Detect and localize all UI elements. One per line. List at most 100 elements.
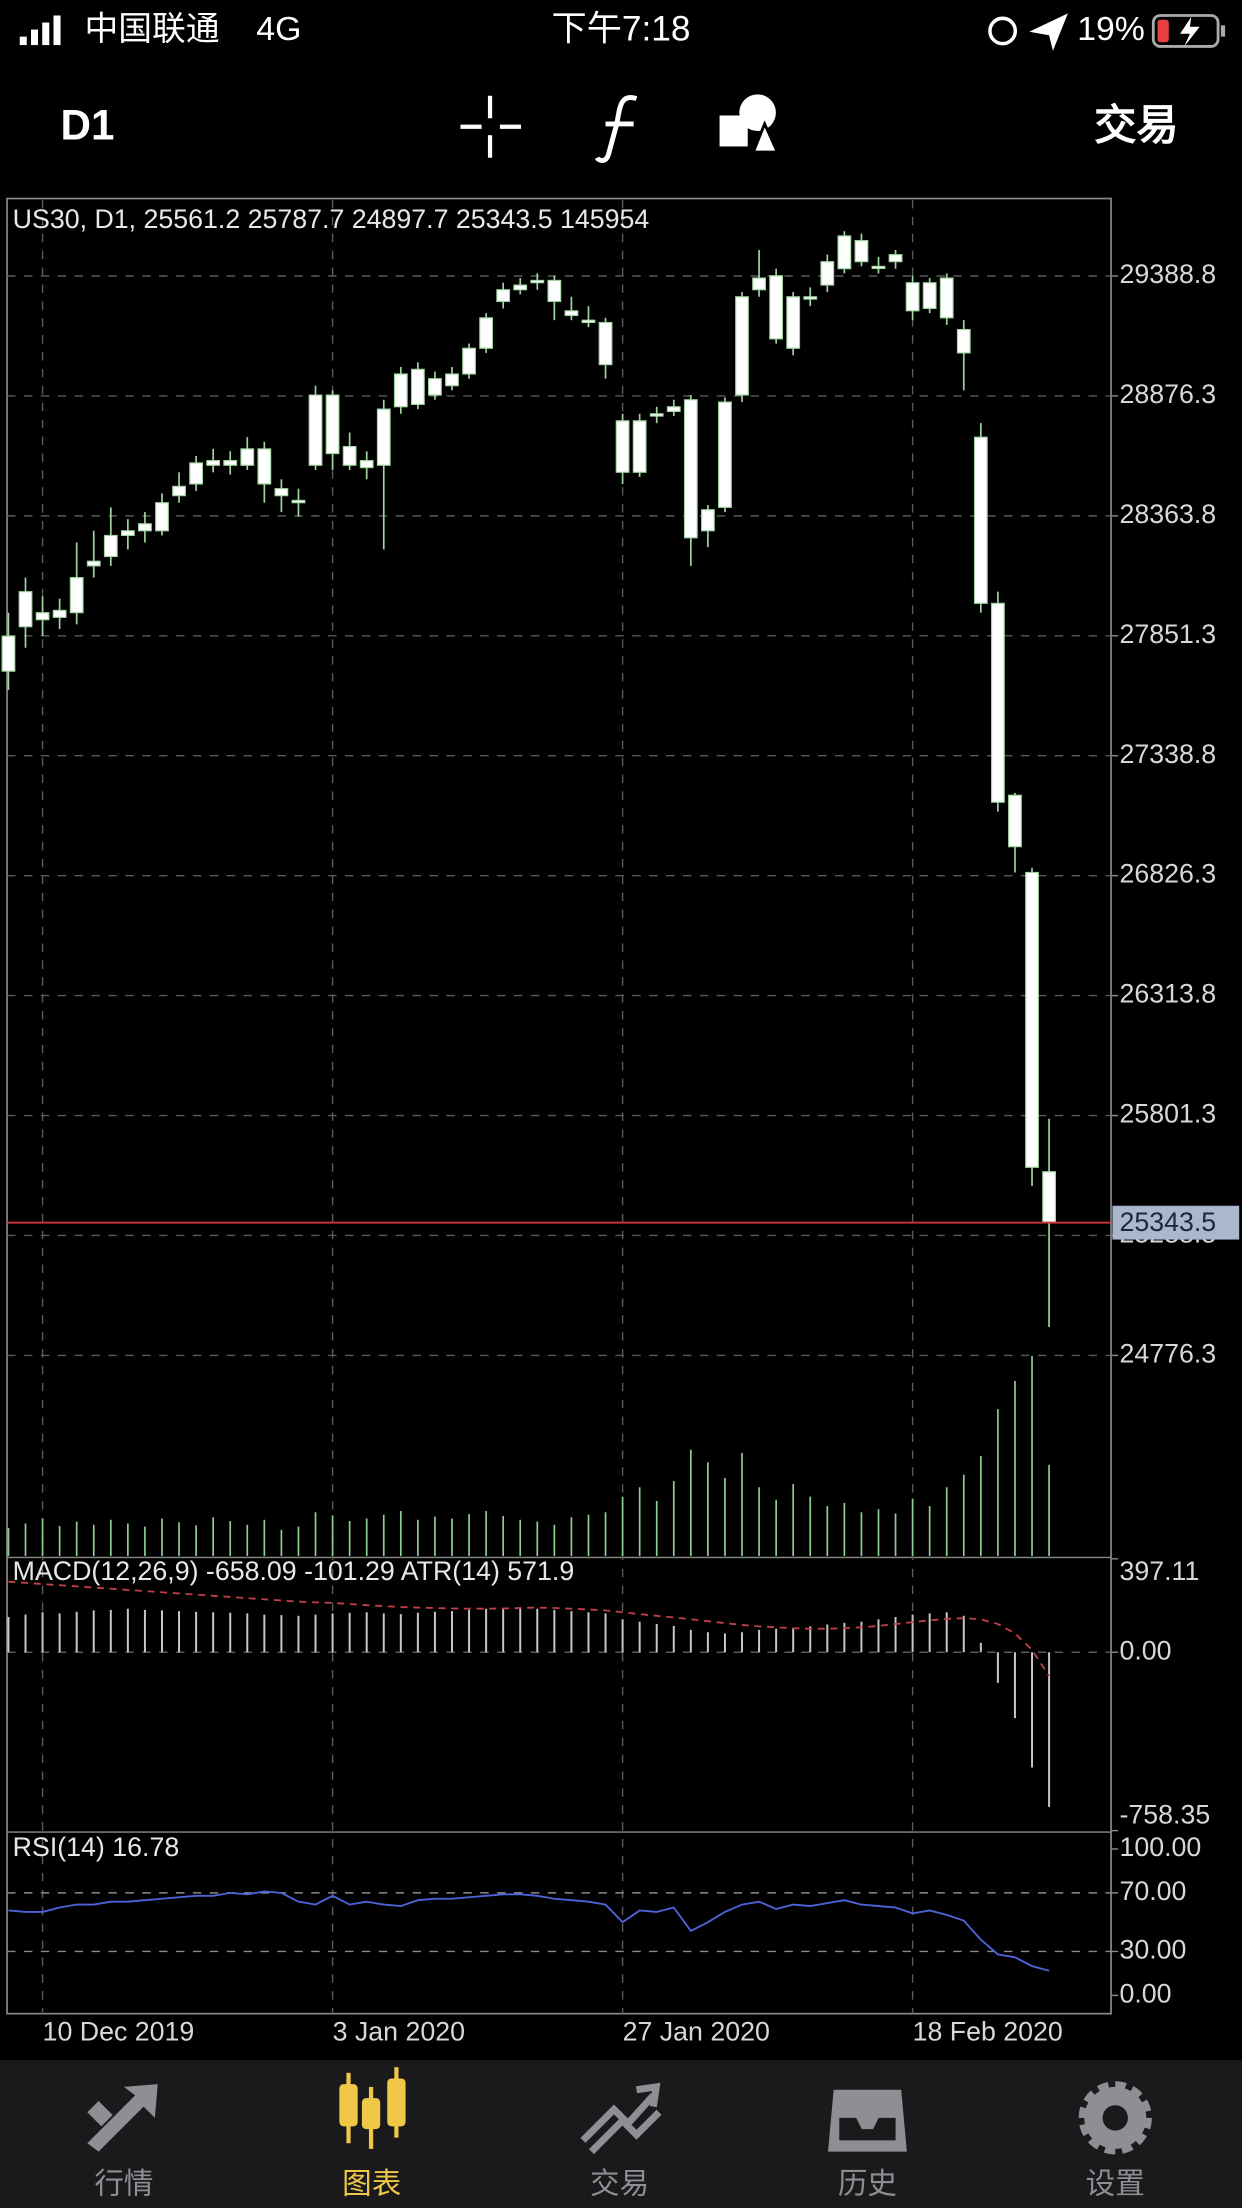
tab-bar <box>0 2060 1242 2208</box>
objects-icon[interactable] <box>719 94 780 154</box>
y-tick-label: 26826.3 <box>1119 859 1216 889</box>
candle-body <box>69 577 84 614</box>
candle-body <box>376 408 391 466</box>
history-icon[interactable] <box>828 2089 907 2152</box>
candle-body <box>922 282 937 310</box>
y-tick-label: 70.00 <box>1119 1876 1186 1906</box>
clock: 下午7:18 <box>552 9 691 48</box>
y-tick-label: 27338.8 <box>1119 739 1216 769</box>
candle-body <box>274 488 289 497</box>
tab-label[interactable]: 历史 <box>838 2167 897 2200</box>
candle-body <box>155 502 169 532</box>
candle-body <box>854 240 869 263</box>
y-tick-label: 25801.3 <box>1119 1099 1216 1129</box>
tab-label[interactable]: 设置 <box>1086 2167 1145 2200</box>
candle-body <box>18 591 33 628</box>
y-tick-label: 30.00 <box>1119 1935 1186 1965</box>
candle-body <box>172 485 186 497</box>
y-tick-label: 100.00 <box>1119 1832 1201 1862</box>
x-tick-label: 27 Jan 2020 <box>623 2016 770 2046</box>
chart-frame <box>6 197 1112 2015</box>
candle-body <box>223 460 238 466</box>
candle-body <box>905 282 920 312</box>
y-tick-label: 0.00 <box>1119 1978 1171 2008</box>
status-icons <box>988 13 1068 51</box>
battery-icon <box>1151 14 1226 48</box>
chart-header: US30, D1, 25561.2 25787.7 24897.7 25343.… <box>13 204 650 234</box>
candle-body <box>735 296 749 396</box>
candle-body <box>956 328 971 354</box>
candle-body <box>291 499 306 504</box>
macd-header: MACD(12,26,9) -658.09 -101.29 ATR(14) 57… <box>13 1556 575 1586</box>
candle-body <box>257 448 272 485</box>
candle-body <box>86 560 101 567</box>
y-tick-label: 26313.8 <box>1119 979 1216 1009</box>
candle-body <box>598 321 613 366</box>
quotes-icon[interactable] <box>87 2084 158 2152</box>
tab-labels: 行情 图表 交易 历史 设置 <box>94 2167 1144 2200</box>
candle-body <box>513 284 528 291</box>
y-tick-label: 0.00 <box>1119 1635 1171 1665</box>
candle-body <box>496 289 511 303</box>
candle-body <box>462 347 476 375</box>
candle-body <box>769 275 784 340</box>
chart-icon[interactable] <box>339 2067 406 2149</box>
candle-body <box>1042 1171 1056 1224</box>
y-tick-label: 29388.8 <box>1119 259 1216 289</box>
candle-body <box>359 460 374 469</box>
candle-body <box>393 373 408 408</box>
trade-button[interactable]: 交易 <box>1094 101 1178 148</box>
candle-body <box>581 319 596 324</box>
candle-body <box>615 420 630 473</box>
candle-body <box>649 413 664 417</box>
candle-body <box>35 612 50 621</box>
candle-body <box>138 523 152 532</box>
candle-body <box>718 401 732 508</box>
y-tick-label: -758.35 <box>1119 1800 1210 1830</box>
signal-icon <box>19 15 61 46</box>
chart-plot: 29388.8 28876.3 28363.8 27851.3 27338.8 26826… <box>1 199 1240 2046</box>
candle-body <box>120 530 135 537</box>
current-price-label: 25343.5 <box>1119 1207 1216 1237</box>
timeframe[interactable]: D1 <box>61 101 115 148</box>
candle-body <box>991 602 1005 803</box>
candle-body <box>666 406 681 413</box>
y-tick-label: 27851.3 <box>1119 619 1216 649</box>
settings-icon[interactable] <box>1078 2081 1152 2155</box>
candle-body <box>683 399 698 539</box>
candle-body <box>888 254 903 263</box>
carrier: 中国联通 <box>84 10 219 48</box>
y-tick-label: 24776.3 <box>1119 1338 1216 1368</box>
tab-label[interactable]: 图表 <box>342 2167 401 2200</box>
candle-body <box>103 534 118 558</box>
tab-label[interactable]: 行情 <box>94 2167 153 2200</box>
candle-body <box>206 460 221 466</box>
candle-body <box>240 448 255 466</box>
candle-body <box>939 277 954 319</box>
y-tick-label: 28363.8 <box>1119 499 1216 529</box>
candle-body <box>479 317 494 349</box>
candle-body <box>871 265 886 270</box>
candle-body <box>445 373 459 387</box>
y-tick-label: 28876.3 <box>1119 379 1216 409</box>
crosshair-icon[interactable] <box>460 95 522 158</box>
indicator-icon[interactable] <box>594 95 638 163</box>
candle-body <box>837 235 852 270</box>
candle-body <box>700 509 715 532</box>
candle-body <box>973 436 988 604</box>
rsi-header: RSI(14) 16.78 <box>13 1832 180 1862</box>
network: 4G <box>256 10 301 48</box>
candle-body <box>325 394 340 455</box>
candle-body <box>530 279 545 284</box>
x-tick-label: 3 Jan 2020 <box>333 2016 465 2046</box>
rsi-line <box>8 1890 1050 1972</box>
candle-body <box>786 296 801 349</box>
candle-body <box>1 635 16 672</box>
trade-icon[interactable] <box>580 2082 662 2155</box>
tab-label[interactable]: 交易 <box>590 2167 649 2200</box>
candle-body <box>52 609 67 618</box>
candle-body <box>1008 794 1022 848</box>
